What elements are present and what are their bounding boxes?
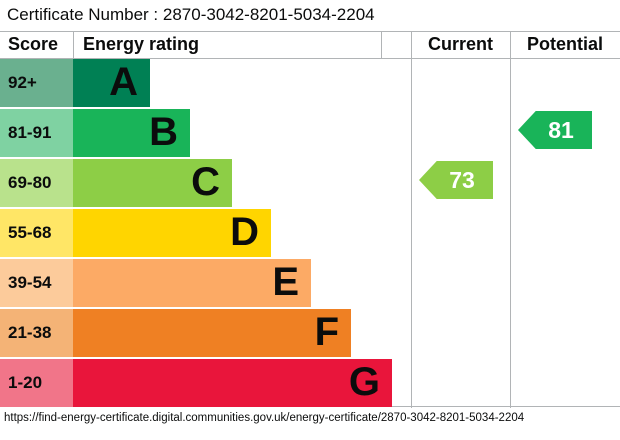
column-header-current: Current	[427, 34, 493, 54]
band-row-e: 39-54 E	[0, 259, 411, 309]
score-range-d: 55-68	[0, 209, 73, 257]
band-bar-f: F	[73, 309, 351, 357]
band-row-a: 92+ A	[0, 59, 411, 109]
header-divider-score	[73, 32, 74, 59]
band-bar-e: E	[73, 259, 311, 307]
band-row-d: 55-68 D	[0, 209, 411, 259]
potential-rating-arrow: 81	[518, 111, 592, 149]
certificate-number: Certificate Number : 2870-3042-8201-5034…	[7, 5, 375, 24]
band-bar-c: C	[73, 159, 232, 207]
current-rating-arrow: 73	[419, 161, 493, 199]
band-row-g: 1-20 G	[0, 359, 411, 409]
band-bar-b: B	[73, 109, 190, 157]
score-range-g: 1-20	[0, 359, 73, 407]
band-bar-g: G	[73, 359, 392, 407]
chart-header-row: Score Energy rating Current Potential	[0, 32, 620, 59]
band-bar-d: D	[73, 209, 271, 257]
current-column-divider	[411, 32, 412, 408]
rating-bands: 92+ A 81-91 B 69-80 C 55-68 D 39-54 E 21-38 F 1-20 G	[0, 59, 411, 409]
band-row-c: 69-80 C	[0, 159, 411, 209]
column-header-energy-rating: Energy rating	[83, 34, 200, 54]
header-divider-rating	[381, 32, 382, 59]
score-range-e: 39-54	[0, 259, 73, 307]
potential-rating-value: 81	[548, 117, 574, 143]
score-range-c: 69-80	[0, 159, 73, 207]
column-header-potential: Potential	[526, 34, 603, 54]
score-range-f: 21-38	[0, 309, 73, 357]
current-rating-value: 73	[449, 167, 475, 193]
band-row-b: 81-91 B	[0, 109, 411, 159]
score-range-a: 92+	[0, 59, 73, 107]
band-row-f: 21-38 F	[0, 309, 411, 359]
band-bar-a: A	[73, 59, 150, 107]
energy-rating-chart: Score Energy rating Current Potential 92…	[0, 31, 620, 409]
score-range-b: 81-91	[0, 109, 73, 157]
certificate-url: https://find-energy-certificate.digital.…	[4, 412, 525, 424]
potential-column-divider	[510, 32, 511, 408]
column-header-score: Score	[8, 34, 59, 54]
